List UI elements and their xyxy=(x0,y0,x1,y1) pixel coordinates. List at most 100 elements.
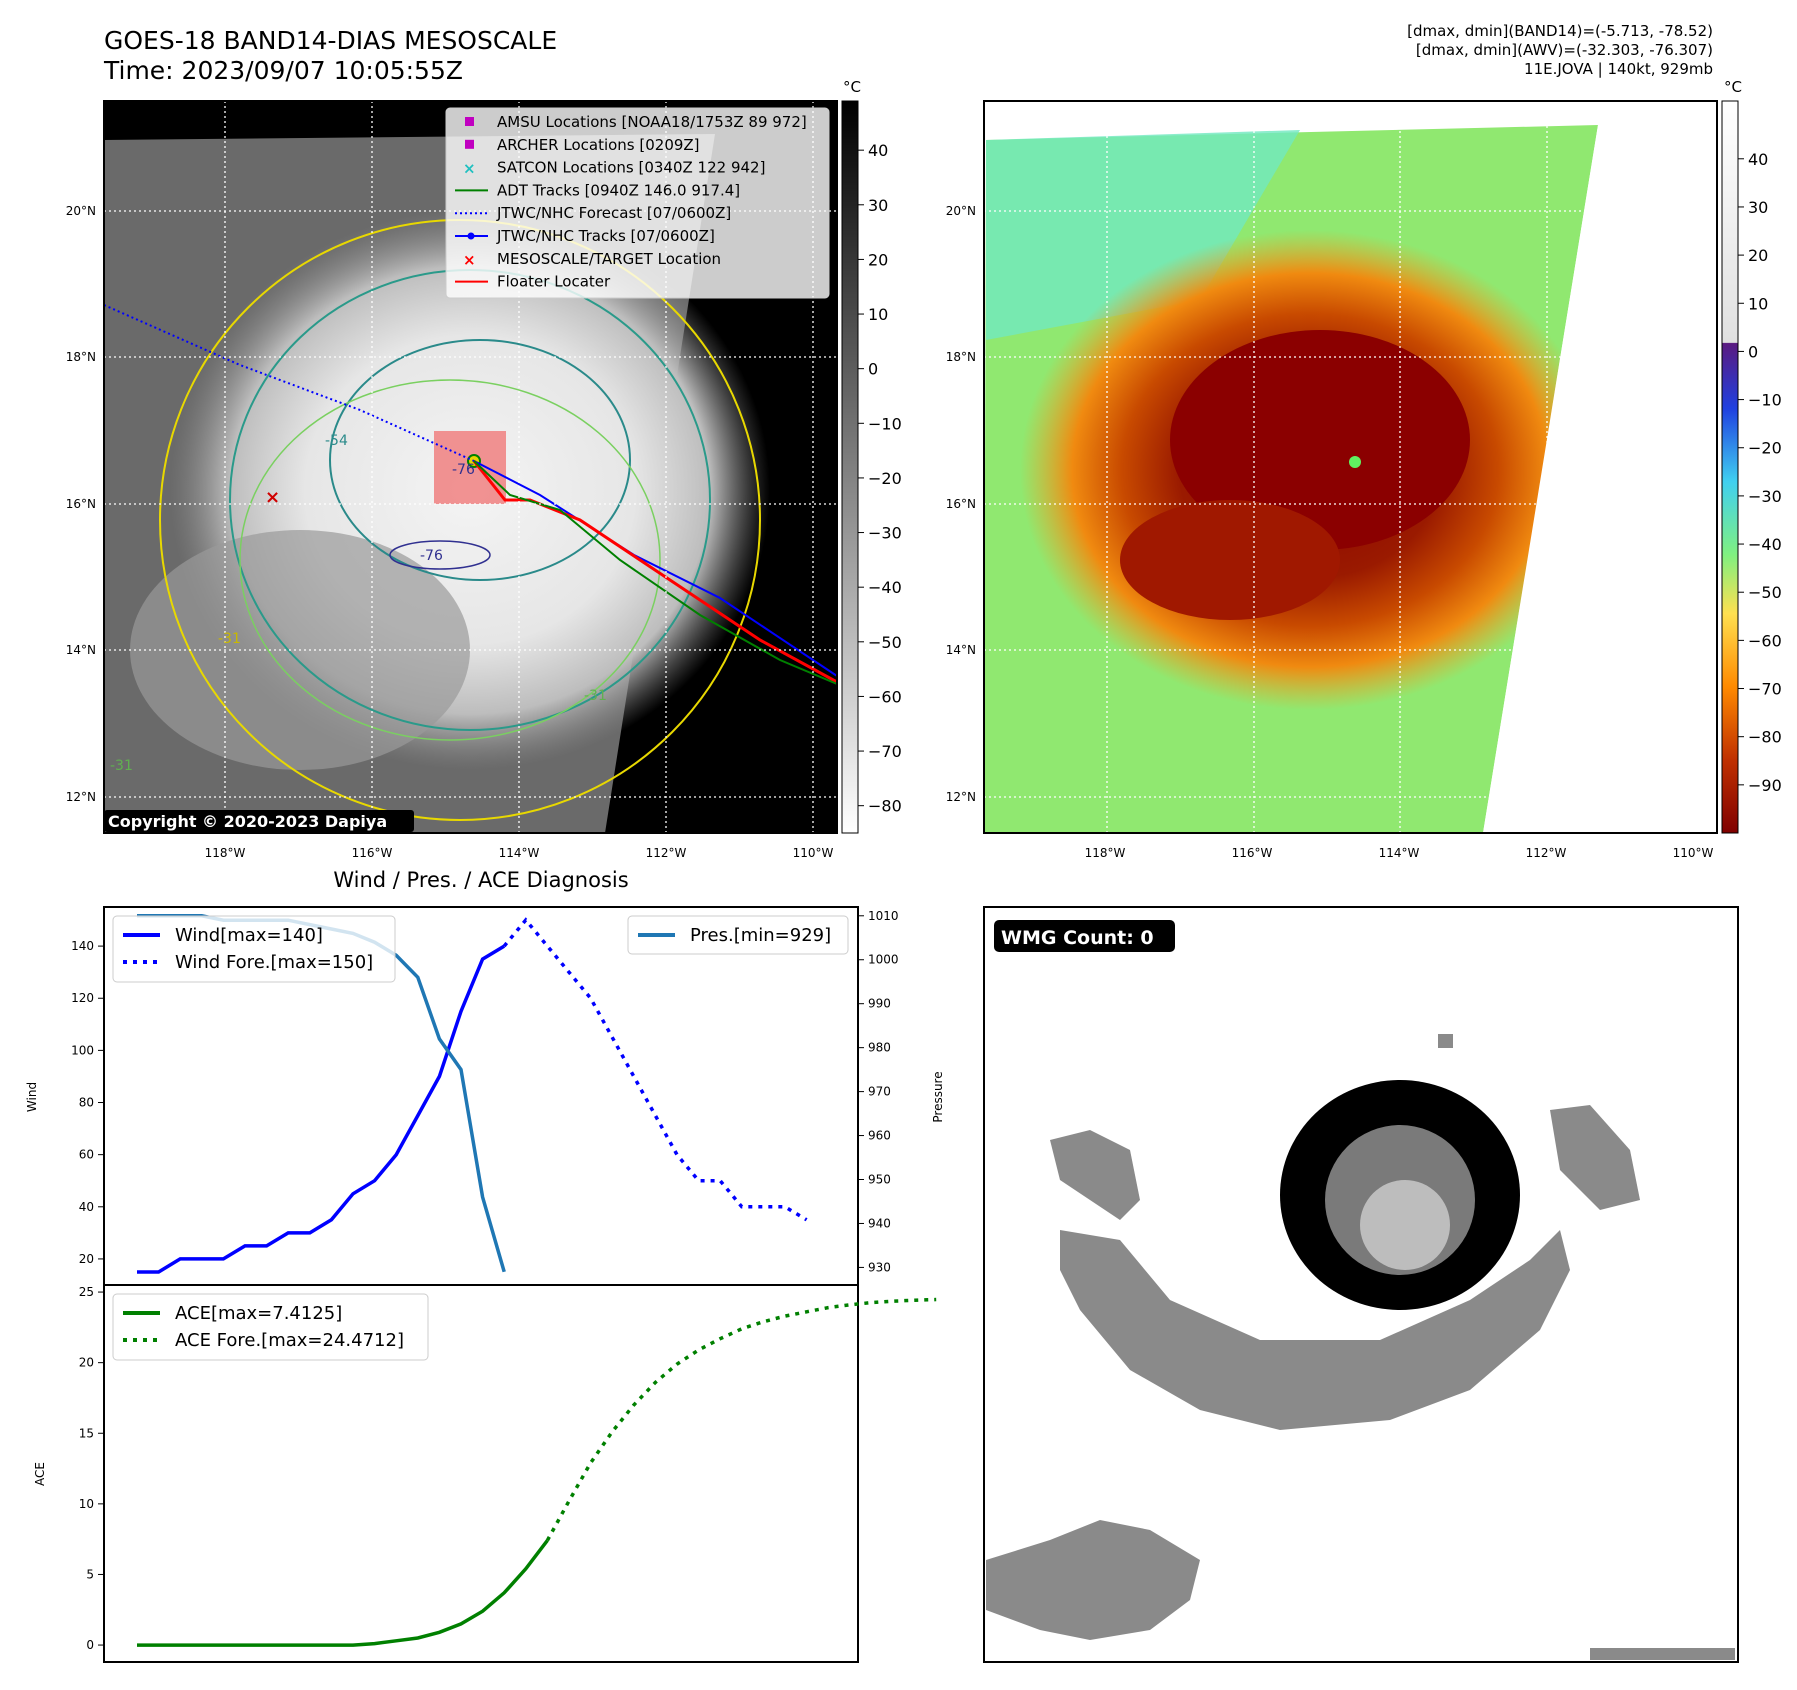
lon-tick-label: 118°W xyxy=(1085,846,1126,860)
pressure-tick-label: 1000 xyxy=(868,953,899,967)
lat-tick-label: 20°N xyxy=(946,204,976,218)
colorbar-tick-label: −90 xyxy=(1748,776,1782,795)
wind-axis-ticks: 20 40 60 80 100 120 140 xyxy=(71,939,104,1266)
ace-tick-label: 10 xyxy=(79,1497,94,1511)
target-location-marker: × xyxy=(265,487,280,508)
lon-tick-label: 116°W xyxy=(1232,846,1273,860)
diagnosis-title: Wind / Pres. / ACE Diagnosis xyxy=(333,868,628,892)
stats-line3: 11E.JOVA | 140kt, 929mb xyxy=(1524,60,1713,78)
wmg-rainband xyxy=(1060,1230,1570,1430)
pressure-tick-label: 980 xyxy=(868,1041,891,1055)
ir-contour-green xyxy=(239,379,661,741)
colorbar-tick-label: 20 xyxy=(1748,246,1768,265)
lon-tick-label: 114°W xyxy=(499,846,540,860)
ace-tick-label: 15 xyxy=(79,1426,94,1440)
colorbar-tick-label: 10 xyxy=(868,305,888,324)
floater-track-line xyxy=(472,460,837,684)
legend-item-label: MESOSCALE/TARGET Location xyxy=(497,250,721,268)
wmg-cloud-patch xyxy=(986,1520,1200,1640)
wv-colorbar xyxy=(1721,100,1739,834)
pressure-legend: Pres.[min=929] xyxy=(627,915,849,955)
svg-text:×: × xyxy=(463,251,476,269)
wind-legend: Wind[max=140] Wind Fore.[max=150] xyxy=(112,915,396,983)
colorbar-tick-label: −30 xyxy=(868,524,902,543)
wv-colorbar-unit: °C xyxy=(1724,78,1742,96)
ace-tick-label: 0 xyxy=(86,1638,94,1652)
lon-tick-label: 114°W xyxy=(1379,846,1420,860)
legend-pressure-label: Pres.[min=929] xyxy=(690,925,831,946)
series-line xyxy=(502,917,808,1222)
contour-label: -76 xyxy=(420,548,443,564)
colorbar-tick-label: −20 xyxy=(1748,439,1782,458)
ace-axis-ticks: 0 5 10 15 20 25 xyxy=(79,1285,104,1652)
wv-moist-region xyxy=(986,130,1300,340)
legend-item-label: SATCON Locations [0340Z 122 942] xyxy=(497,159,765,177)
lon-tick-label: 116°W xyxy=(352,846,393,860)
wind-axis-label: Wind xyxy=(25,1082,39,1112)
colorbar-tick-label: −10 xyxy=(1748,391,1782,410)
colorbar-tick-label: −80 xyxy=(868,797,902,816)
wind-tick-label: 140 xyxy=(71,939,94,953)
legend-item-label: ARCHER Locations [0209Z] xyxy=(497,136,700,154)
wv-rainband xyxy=(1120,500,1340,620)
wmg-badge: WMG Count: 0 xyxy=(994,920,1175,952)
lat-tick-label: 12°N xyxy=(66,790,96,804)
legend-marker: × xyxy=(463,251,476,269)
legend-item-label: Floater Locater xyxy=(497,273,611,291)
ir-contour-cold xyxy=(389,540,491,570)
colorbar-tick-label: 0 xyxy=(868,360,878,379)
wind-tick-label: 40 xyxy=(79,1200,94,1214)
ir-lon-ticks: 118°W 116°W 114°W 112°W 110°W xyxy=(205,846,834,860)
colorbar-tick-label: 30 xyxy=(1748,198,1768,217)
colorbar-tick-label: 10 xyxy=(1748,294,1768,313)
wv-no-data xyxy=(1483,101,1717,833)
ace-tick-label: 25 xyxy=(79,1285,94,1299)
legend-marker: × xyxy=(463,160,476,178)
pressure-tick-label: 950 xyxy=(868,1173,891,1187)
wv-map-frame xyxy=(983,100,1718,834)
colorbar-tick-label: −50 xyxy=(868,633,902,652)
pressure-axis-ticks: 930 940 950 960 970 980 990 1000 1010 xyxy=(858,909,899,1274)
legend-ace-label: ACE[max=7.4125] xyxy=(175,1303,342,1324)
wv-lon-ticks: 118°W 116°W 114°W 112°W 110°W xyxy=(1085,846,1714,860)
wind-tick-label: 60 xyxy=(79,1148,94,1162)
colorbar-tick-label: −10 xyxy=(868,414,902,433)
wmg-cloud-patch xyxy=(1050,1130,1140,1220)
legend-item-label: AMSU Locations [NOAA18/1753Z 89 972] xyxy=(497,113,807,131)
colorbar-tick-label: −50 xyxy=(1748,583,1782,602)
lon-tick-label: 112°W xyxy=(646,846,687,860)
legend-ace-fore-label: ACE Fore.[max=24.4712] xyxy=(175,1330,404,1351)
copyright-badge: Copyright © 2020-2023 Dapiya xyxy=(104,810,414,832)
colorbar-tick-label: −40 xyxy=(1748,535,1782,554)
legend-marker xyxy=(465,117,474,126)
ace-plot xyxy=(137,1297,937,1647)
lon-tick-label: 110°W xyxy=(1673,846,1714,860)
colorbar-tick-label: 20 xyxy=(868,250,888,269)
contour-label: -54 xyxy=(325,433,348,449)
floater-box xyxy=(434,431,506,504)
colorbar-tick-label: −80 xyxy=(1748,728,1782,747)
wind-tick-label: 20 xyxy=(79,1252,94,1266)
lon-tick-label: 112°W xyxy=(1526,846,1567,860)
stats-block: [dmax, dmin](BAND14)=(-5.713, -78.52) [d… xyxy=(1407,22,1713,79)
wind-tick-label: 80 xyxy=(79,1096,94,1110)
contour-label: -31 xyxy=(218,631,241,647)
wmg-pixel xyxy=(1590,1648,1735,1660)
lat-tick-label: 14°N xyxy=(66,643,96,657)
legend-item-label: JTWC/NHC Forecast [07/0600Z] xyxy=(496,204,731,222)
legend-wind-fore-label: Wind Fore.[max=150] xyxy=(175,952,373,973)
lat-tick-label: 18°N xyxy=(946,350,976,364)
lat-tick-label: 12°N xyxy=(946,790,976,804)
series-line xyxy=(137,944,506,1274)
figure-title: GOES-18 BAND14-DIAS MESOSCALE Time: 2023/… xyxy=(104,26,557,86)
svg-text:×: × xyxy=(463,160,476,178)
pressure-tick-label: 970 xyxy=(868,1085,891,1099)
wmg-image xyxy=(986,1034,1735,1660)
ace-legend: ACE[max=7.4125] ACE Fore.[max=24.4712] xyxy=(112,1293,429,1361)
wv-lat-ticks: 20°N 18°N 16°N 14°N 12°N xyxy=(946,204,976,804)
colorbar-tick-label: 40 xyxy=(868,141,888,160)
ir-colorbar-unit: °C xyxy=(843,78,861,96)
ir-lat-ticks: 20°N 18°N 16°N 14°N 12°N xyxy=(66,204,96,804)
wmg-cloud-patch xyxy=(1550,1105,1640,1210)
wmg-pixel xyxy=(1438,1034,1453,1048)
